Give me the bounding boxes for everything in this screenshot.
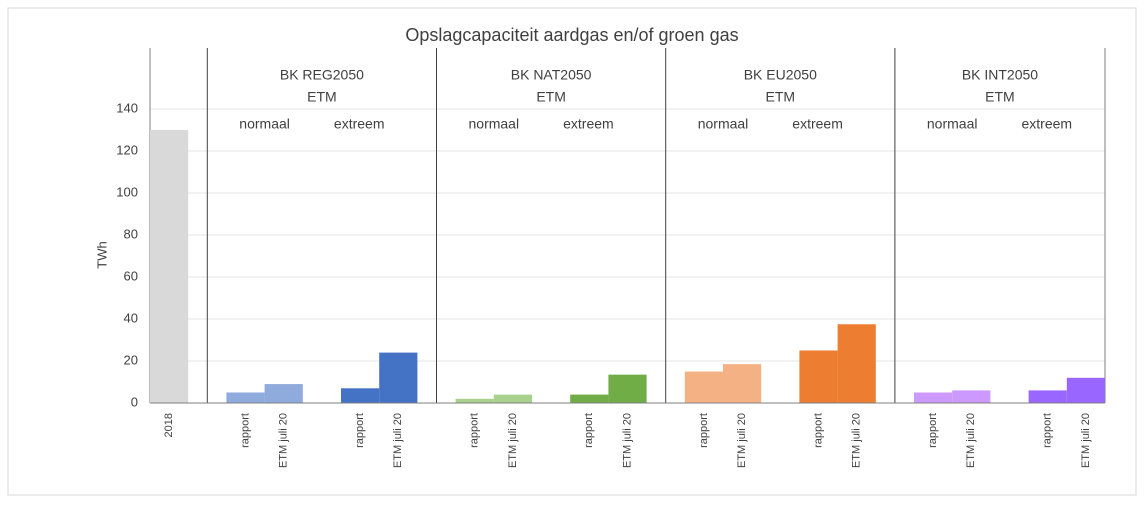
group-subtitle: ETM <box>307 89 337 105</box>
x-tick-label: 2018 <box>163 413 175 437</box>
y-tick-label: 120 <box>116 142 138 157</box>
bar <box>455 398 494 403</box>
x-tick-label: rapport <box>698 413 710 448</box>
x-tick-label: ETM juli 20 <box>1080 413 1092 468</box>
x-tick-label: rapport <box>1042 413 1054 448</box>
x-tick-label: rapport <box>927 413 939 448</box>
bar <box>570 394 609 403</box>
bar <box>1066 377 1105 403</box>
group-sub-label: extreem <box>563 116 614 132</box>
x-tick-label: ETM juli 20 <box>507 413 519 468</box>
x-tick-label: ETM juli 20 <box>392 413 404 468</box>
group-title: BK EU2050 <box>744 67 817 83</box>
bar <box>837 324 876 403</box>
x-tick-label: ETM juli 20 <box>278 413 290 468</box>
group-sub-label: extreem <box>792 116 843 132</box>
group-subtitle: ETM <box>985 89 1015 105</box>
group-title: BK NAT2050 <box>511 67 592 83</box>
x-tick-label: ETM juli 20 <box>965 413 977 468</box>
x-tick-label: rapport <box>583 413 595 448</box>
y-axis-label: TWh <box>94 241 109 268</box>
group-sub-label: normaal <box>698 116 749 132</box>
group-sub-label: normaal <box>239 116 290 132</box>
y-tick-label: 140 <box>116 100 138 115</box>
x-tick-label: ETM juli 20 <box>851 413 863 468</box>
x-tick-label: ETM juli 20 <box>736 413 748 468</box>
bar <box>684 371 723 403</box>
y-tick-label: 40 <box>124 310 138 325</box>
group-title: BK REG2050 <box>280 67 364 83</box>
y-tick-label: 80 <box>124 226 138 241</box>
bar <box>264 384 303 403</box>
group-sub-label: extreem <box>1022 116 1073 132</box>
group-subtitle: ETM <box>536 89 566 105</box>
y-tick-label: 0 <box>131 394 138 409</box>
chart-frame <box>7 7 1137 496</box>
bar <box>150 130 189 403</box>
bar <box>341 388 380 403</box>
bar <box>608 374 647 403</box>
chart-title: Opslagcapaciteit aardgas en/of groen gas <box>405 25 738 45</box>
group-sub-label: normaal <box>927 116 978 132</box>
group-sub-label: extreem <box>334 116 385 132</box>
bar <box>952 390 991 403</box>
bar <box>799 350 838 403</box>
group-subtitle: ETM <box>766 89 796 105</box>
y-tick-label: 100 <box>116 184 138 199</box>
group-sub-label: normaal <box>469 116 520 132</box>
bar <box>1028 390 1067 403</box>
bar <box>723 364 762 403</box>
bar <box>226 392 265 403</box>
x-tick-label: ETM juli 20 <box>621 413 633 468</box>
y-tick-label: 60 <box>124 268 138 283</box>
bar <box>914 392 953 403</box>
bar <box>379 352 418 403</box>
x-tick-label: rapport <box>812 413 824 448</box>
x-tick-label: rapport <box>469 413 481 448</box>
x-tick-label: rapport <box>354 413 366 448</box>
bar <box>493 394 532 403</box>
group-title: BK INT2050 <box>962 67 1038 83</box>
x-tick-label: rapport <box>239 413 251 448</box>
y-tick-label: 20 <box>124 352 138 367</box>
